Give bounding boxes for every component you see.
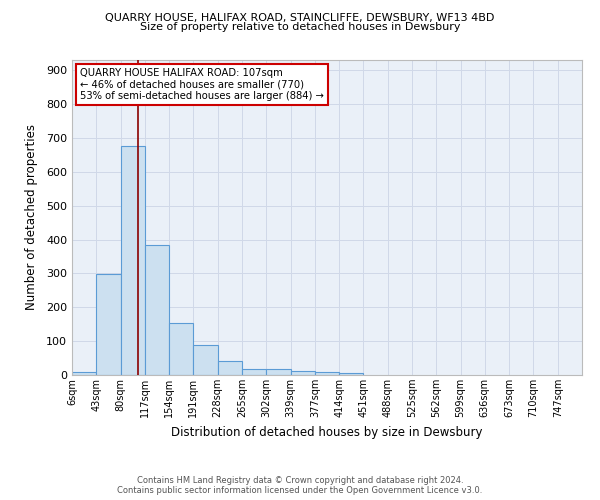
- Bar: [96, 274, 121, 375]
- Bar: [315, 372, 339, 375]
- Text: QUARRY HOUSE HALIFAX ROAD: 107sqm
← 46% of detached houses are smaller (770)
53%: QUARRY HOUSE HALIFAX ROAD: 107sqm ← 46% …: [80, 68, 323, 101]
- Bar: [218, 362, 242, 375]
- Text: Contains HM Land Registry data © Crown copyright and database right 2024.
Contai: Contains HM Land Registry data © Crown c…: [118, 476, 482, 495]
- Bar: [121, 146, 145, 375]
- Bar: [242, 369, 266, 375]
- Bar: [169, 323, 193, 375]
- Y-axis label: Number of detached properties: Number of detached properties: [25, 124, 38, 310]
- Bar: [145, 244, 169, 375]
- Text: Size of property relative to detached houses in Dewsbury: Size of property relative to detached ho…: [140, 22, 460, 32]
- Bar: [290, 370, 315, 375]
- X-axis label: Distribution of detached houses by size in Dewsbury: Distribution of detached houses by size …: [171, 426, 483, 438]
- Text: QUARRY HOUSE, HALIFAX ROAD, STAINCLIFFE, DEWSBURY, WF13 4BD: QUARRY HOUSE, HALIFAX ROAD, STAINCLIFFE,…: [106, 12, 494, 22]
- Bar: [339, 374, 364, 375]
- Bar: [72, 372, 96, 375]
- Bar: [193, 344, 218, 375]
- Bar: [266, 369, 290, 375]
